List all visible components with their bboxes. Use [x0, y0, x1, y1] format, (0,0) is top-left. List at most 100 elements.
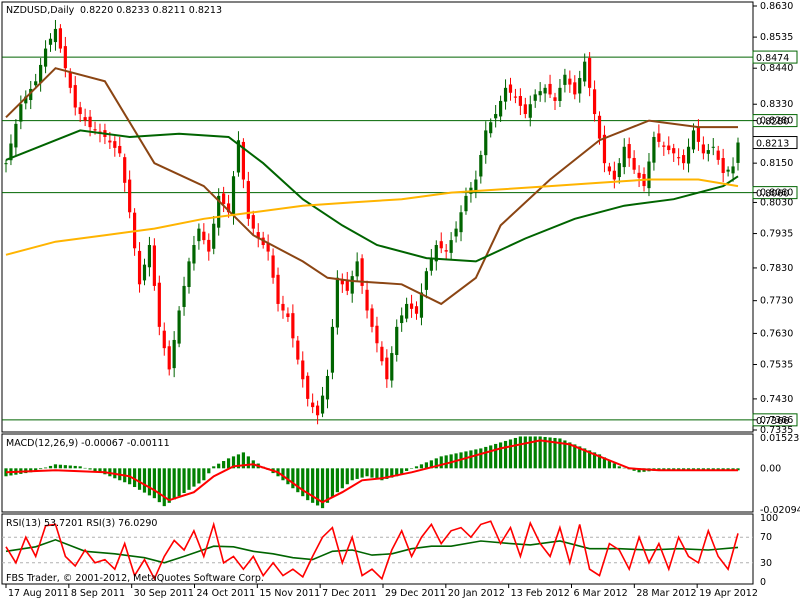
- candle-body: [152, 245, 156, 286]
- candle-body: [474, 179, 478, 192]
- macd-histogram-bar: [444, 455, 448, 469]
- price-tick-label: 0.7335: [760, 425, 793, 436]
- macd-histogram-bar: [518, 436, 522, 469]
- candle-body: [479, 154, 483, 177]
- candle-body: [508, 84, 513, 93]
- candle-body: [583, 61, 587, 82]
- candle-body: [24, 96, 28, 104]
- macd-histogram-bar: [340, 468, 344, 489]
- candle-body: [711, 146, 715, 148]
- candle-body: [597, 115, 602, 139]
- macd-histogram-bar: [172, 468, 176, 500]
- macd-histogram-bar: [385, 468, 389, 479]
- candle-body: [444, 250, 448, 252]
- candle-body: [276, 274, 280, 304]
- candle-body: [543, 87, 547, 94]
- price-panel-frame: [1, 1, 754, 433]
- macd-histogram-bar: [528, 436, 532, 469]
- candle-body: [592, 89, 597, 115]
- symbol-header: NZDUSD,Daily: [6, 5, 75, 16]
- candle-body: [647, 161, 651, 189]
- candles: [4, 19, 740, 425]
- candle-body: [409, 303, 414, 309]
- candle-body: [652, 136, 656, 163]
- level-label: 0.8280: [756, 117, 789, 128]
- candle-body: [622, 146, 626, 168]
- candle-body: [588, 57, 592, 88]
- macd-histogram-bar: [573, 444, 577, 469]
- macd-tick-label: -0.02094: [760, 505, 800, 516]
- candle-body: [271, 255, 275, 278]
- macd-histogram-bar: [424, 462, 429, 469]
- candle-body: [414, 306, 419, 314]
- candle-body: [231, 176, 236, 216]
- horizontal-levels: 0.8474 0.8280 0.8060 0.7366: [2, 50, 798, 427]
- macd-histogram-bar: [43, 467, 48, 469]
- candle-body: [360, 258, 364, 286]
- candle-body: [123, 157, 127, 183]
- candle-body: [449, 240, 453, 253]
- macd-histogram-bar: [98, 468, 102, 473]
- macd-histogram-bar: [380, 468, 384, 481]
- macd-histogram-bar: [152, 468, 156, 499]
- rsi-indicator: 100 70 30 0: [2, 513, 778, 588]
- candle-body: [39, 64, 43, 83]
- candle-body: [192, 245, 196, 264]
- macd-histogram-bar: [330, 468, 335, 498]
- macd-histogram-bar: [617, 466, 621, 469]
- date-tick-label: 20 Jan 2012: [448, 588, 505, 599]
- macd-histogram-bar: [167, 468, 171, 503]
- macd-histogram-bar: [637, 468, 641, 473]
- candle-body: [306, 375, 310, 399]
- candle-body: [128, 179, 132, 213]
- candle-body: [241, 141, 246, 180]
- macd-histogram-bar: [414, 466, 419, 469]
- macd-histogram-bar: [207, 468, 211, 474]
- candle-body: [375, 325, 379, 344]
- candle-body: [34, 81, 38, 86]
- candle-body: [118, 145, 122, 154]
- macd-tick-label: 0.00: [760, 463, 781, 474]
- macd-histogram-bar: [335, 468, 339, 493]
- macd-histogram-bar: [355, 468, 359, 479]
- rsi-line: [5, 520, 739, 581]
- macd-histogram-bar: [236, 454, 241, 469]
- macd-histogram-bar: [132, 468, 137, 488]
- candle-body: [503, 87, 508, 102]
- candle-body: [498, 100, 503, 117]
- candle-body: [454, 228, 458, 237]
- candle-body: [390, 353, 394, 381]
- rsi-tick-label: 30: [760, 558, 772, 569]
- macd-histogram-bar: [553, 437, 557, 469]
- rsi-tick-label: 100: [760, 513, 778, 524]
- candle-body: [202, 231, 206, 241]
- macd-histogram-bar: [53, 464, 58, 469]
- candle-body: [355, 261, 359, 277]
- candle-body: [157, 282, 161, 327]
- candle-body: [627, 144, 631, 159]
- candle-body: [429, 258, 433, 271]
- candle-body: [370, 308, 374, 327]
- time-axis: 17 Aug 2011 8 Sep 2011 30 Sep 2011 24 Oct 2…: [5, 584, 758, 599]
- date-tick-label: 28 Mar 2012: [636, 588, 696, 599]
- macd-histogram-bar: [39, 468, 43, 470]
- ohlc-header: 0.8220 0.8233 0.8211 0.8213: [80, 5, 222, 16]
- candle-body: [58, 28, 63, 49]
- candle-body: [147, 245, 152, 268]
- macd-histogram-bar: [182, 468, 186, 494]
- macd-histogram-bar: [162, 468, 166, 507]
- macd-histogram-bar: [429, 460, 433, 469]
- candle-body: [142, 264, 147, 281]
- macd-histogram-bar: [281, 468, 285, 481]
- macd-histogram-bar: [498, 442, 503, 469]
- macd-histogram-bar: [306, 468, 310, 501]
- macd-histogram-bar: [434, 458, 438, 469]
- candle-body: [513, 96, 518, 98]
- macd-histogram-bar: [578, 446, 582, 469]
- candle-body: [222, 193, 226, 205]
- candle-body: [63, 46, 67, 69]
- macd-histogram-bar: [400, 468, 404, 474]
- macd-histogram-bar: [523, 436, 527, 469]
- macd-histogram-bar: [137, 468, 142, 490]
- level-label: 0.7366: [756, 416, 789, 427]
